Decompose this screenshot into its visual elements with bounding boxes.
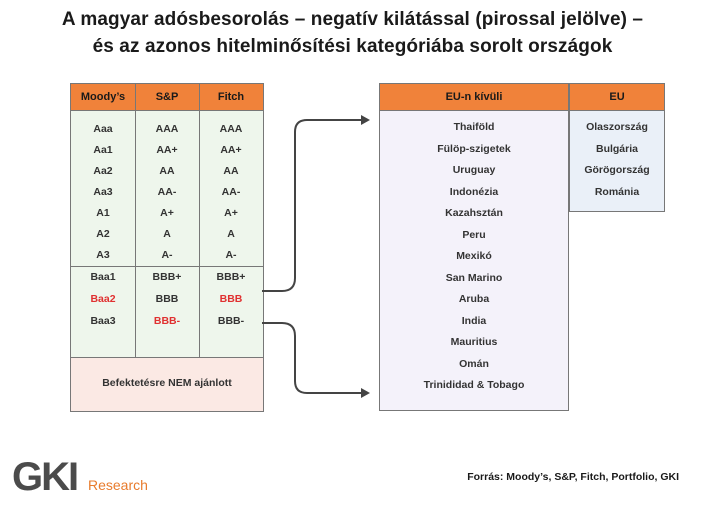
country-item: Uruguay [452,164,496,176]
rating-fitch-cell: AAA [219,123,243,135]
ratings-table: Moody’s S&P Fitch Aaa Aa1 Aa2 Aa3 A1 A2 A3 Baa1… [70,83,264,412]
country-item: Mauritius [450,336,498,348]
rating-fitch-cell: A [227,228,235,240]
country-item: Omán [459,357,489,370]
column-divider [135,84,136,357]
footer-divider [71,357,263,358]
country-item: Kazahsztán [445,207,503,219]
rating-moodys-cell: Aa2 [93,165,113,177]
country-item: San Marino [445,271,503,284]
rating-moodys-cell: A1 [96,207,110,219]
rating-sp-cell: BBB+ [152,271,182,283]
rating-fitch-cell: BBB [219,293,243,305]
logo-mark: GKI [12,455,79,499]
country-item: Románia [594,185,640,198]
arrowhead-bottom [361,388,370,398]
rating-sp-cell: A [163,228,171,240]
country-item: Peru [462,228,486,241]
country-item: Bulgária [595,142,638,155]
country-item: Görögország [584,164,650,176]
country-item: Olaszország [586,121,648,133]
rating-sp-cell: AA [159,165,175,177]
country-item: Thaiföld [453,121,495,133]
rating-moodys-cell: Aa3 [93,186,113,198]
country-item: Aruba [458,293,490,305]
arrow-to-non-eu-top [262,119,368,292]
rating-fitch-cell: AA- [221,186,241,198]
non-eu-header: EU-n kívüli [380,84,568,111]
rating-sp-cell: AAA [155,123,179,135]
not-recommended-section: Befektetésre NEM ajánlott [71,358,263,411]
rating-fitch-cell: AA [223,165,239,177]
rating-moodys-cell: Baa1 [90,271,116,283]
rating-fitch-cell: AA+ [220,144,242,156]
eu-header: EU [570,84,664,111]
arrowhead-top [361,115,370,125]
rating-fitch-cell: BBB- [217,315,245,327]
rating-sp-cell: AA- [157,186,177,198]
rating-sp-cell: A+ [160,207,174,219]
country-item: Indonézia [449,185,499,198]
non-eu-countries-box: EU-n kívüli Thaiföld Fülöp-szigetek Urugua… [379,83,569,411]
rating-moodys-cell: A2 [96,228,110,240]
rating-sp-cell: A- [161,249,173,261]
rating-sp-cell: AA+ [156,144,178,156]
header-fitch: Fitch [199,84,263,111]
source-note: Forrás: Moody’s, S&P, Fitch, Portfolio, … [467,471,679,483]
not-recommended-label: Befektetésre NEM ajánlott [102,377,232,389]
rating-moodys-cell: Baa2 [90,293,116,305]
country-item: Fülöp-szigetek [437,142,511,155]
header-moodys: Moody’s [71,84,135,111]
rating-fitch-cell: A+ [224,207,238,219]
page-title-line-1: A magyar adósbesorolás – negatív kilátás… [61,9,644,30]
rating-sp-cell: BBB [155,293,179,305]
country-item: Trinididad & Tobago [423,379,525,391]
rating-sp-cell: BBB- [153,315,181,327]
rating-fitch-cell: A- [225,249,237,261]
arrow-to-non-eu-bottom [262,322,368,394]
rating-moodys-cell: Aa1 [93,144,113,156]
eu-countries-box: EU Olaszország Bulgária Görögország Románia [569,83,665,212]
country-item: Mexikó [456,250,492,262]
rating-fitch-cell: BBB+ [216,271,246,283]
column-divider [199,84,200,357]
country-item: India [461,314,487,327]
rating-moodys-cell: Baa3 [90,315,116,327]
page-title-line-2: és az azonos hitelminősítési kategóriába… [92,36,613,57]
investment-grade-divider [71,266,263,267]
logo-subtitle: Research [88,477,148,493]
rating-moodys-cell: A3 [96,249,110,261]
rating-moodys-cell: Aaa [93,123,113,135]
header-sp: S&P [135,84,199,111]
